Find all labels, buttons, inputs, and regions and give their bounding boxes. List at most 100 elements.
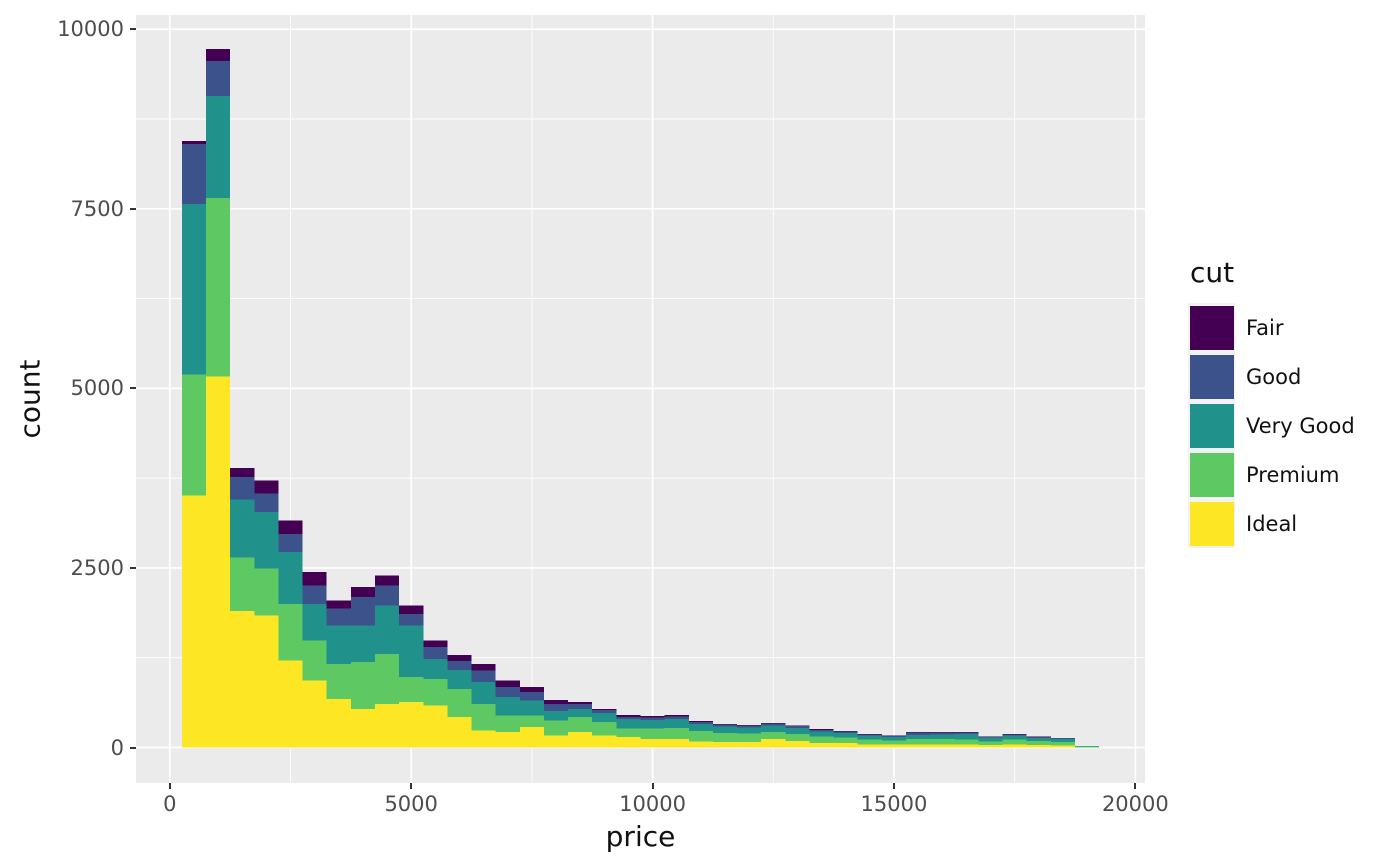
bar-segment-premium [906, 739, 931, 745]
bar-segment-fair [543, 699, 569, 704]
bar-segment-premium [399, 677, 424, 703]
bar-segment-premium [954, 739, 979, 745]
bar-segment-ideal [230, 611, 255, 748]
legend-key-swatch [1189, 501, 1234, 546]
bar-segment-very-good [737, 727, 762, 734]
bar-segment-ideal [181, 495, 207, 748]
bar-segment-very-good [447, 669, 472, 689]
bar-segment-good [471, 670, 496, 683]
bar-segment-good [423, 647, 448, 659]
histogram-plot [136, 15, 1145, 783]
bar-segment-good [688, 721, 713, 725]
bar-segment-very-good [978, 737, 1003, 742]
bar-segment-very-good [326, 625, 351, 664]
bar-segment-good [664, 716, 689, 720]
x-tick-mark [651, 783, 654, 789]
bar-segment-fair [712, 723, 738, 725]
bar-segment-premium [881, 740, 907, 745]
bar-segment-very-good [302, 603, 327, 641]
bar-segment-very-good [423, 658, 448, 679]
bar-segment-premium [857, 739, 882, 745]
bar-segment-good [543, 703, 569, 712]
legend-item: Fair [1188, 303, 1355, 352]
bar-segment-very-good [881, 736, 907, 741]
bar-segment-good [737, 725, 762, 728]
bar-segment-very-good [688, 724, 713, 732]
bar-segment-ideal [1026, 745, 1051, 748]
bar-segment-premium [712, 733, 738, 742]
bar-segment-ideal [761, 738, 786, 748]
bar-segment-good [785, 725, 810, 728]
bar-segment-very-good [278, 552, 303, 604]
legend-item: Very Good [1188, 401, 1355, 450]
bar-segment-fair [688, 720, 713, 722]
bar-segment-ideal [809, 742, 834, 748]
bar-segment-very-good [592, 712, 617, 723]
bar-segment-premium [1002, 739, 1027, 745]
bar-segment-good [857, 734, 882, 736]
bar-segment-fair [519, 687, 544, 693]
bar-segment-ideal [519, 727, 544, 748]
bar-segment-premium [640, 728, 665, 739]
bar-segment-very-good [616, 719, 641, 729]
bar-segment-good [230, 477, 255, 500]
y-tick-mark [130, 207, 136, 210]
bar-segment-very-good [833, 732, 858, 738]
bar-segment-ideal [206, 376, 231, 748]
bar-segment-good [1050, 738, 1075, 739]
bar-segment-good [881, 735, 907, 737]
legend-key-cell [1188, 499, 1235, 548]
x-tick-label: 15000 [860, 792, 928, 816]
bar-segment-premium [447, 688, 472, 718]
bar-segment-ideal [737, 741, 762, 748]
bar-segment-premium [543, 720, 569, 736]
bar-segment-very-good [254, 512, 279, 569]
legend-key-cell [1188, 450, 1235, 499]
legend-label: Premium [1246, 462, 1340, 487]
bar-segment-fair [568, 702, 593, 704]
bar-segment-fair [616, 714, 641, 717]
bar-segment-very-good [495, 697, 520, 716]
x-tick-mark [1134, 783, 1137, 789]
bar-segment-good [326, 608, 351, 626]
bar-segment-good [592, 709, 617, 713]
bar-segment-fair [399, 605, 424, 614]
legend-item: Premium [1188, 450, 1355, 499]
y-tick-label: 0 [110, 735, 124, 760]
bar-segment-ideal [712, 741, 738, 748]
bar-segment-fair [1002, 733, 1027, 735]
bar-segment-good [206, 61, 231, 97]
bar-segment-premium [1074, 746, 1100, 748]
x-tick-label: 10000 [619, 792, 686, 816]
bar-segment-ideal [1002, 744, 1027, 748]
bar-segment-ideal [640, 738, 665, 748]
bar-segment-good [350, 597, 375, 626]
bar-segment-premium [761, 732, 786, 739]
bar-segment-good [954, 732, 979, 734]
bar-segment-very-good [809, 731, 834, 737]
bar-segment-very-good [471, 682, 496, 704]
legend-item: Good [1188, 352, 1355, 401]
bar-segment-premium [737, 733, 762, 742]
bar-segment-fair [447, 654, 472, 662]
bar-segment-premium [616, 728, 641, 738]
bar-segment-premium [833, 737, 858, 744]
bar-segment-fair [326, 600, 351, 609]
bar-segment-good [809, 729, 834, 732]
bar-segment-fair [230, 468, 255, 478]
bar-segment-very-good [206, 96, 231, 199]
bar-segment-very-good [930, 734, 955, 739]
bar-segment-good [278, 533, 303, 553]
legend-key-swatch [1189, 354, 1234, 399]
bar-segment-ideal [278, 660, 303, 748]
legend-key-swatch [1189, 403, 1234, 448]
legend-key-swatch [1189, 452, 1234, 497]
bar-segment-ideal [302, 680, 327, 748]
bar-segment-good [519, 692, 544, 701]
y-tick-mark [130, 28, 136, 31]
bar-segment-premium [350, 662, 375, 709]
bar-segment-ideal [350, 708, 375, 748]
bar-segment-ideal [881, 744, 907, 748]
bar-segment-premium [423, 678, 448, 706]
legend-key-cell [1188, 303, 1235, 352]
